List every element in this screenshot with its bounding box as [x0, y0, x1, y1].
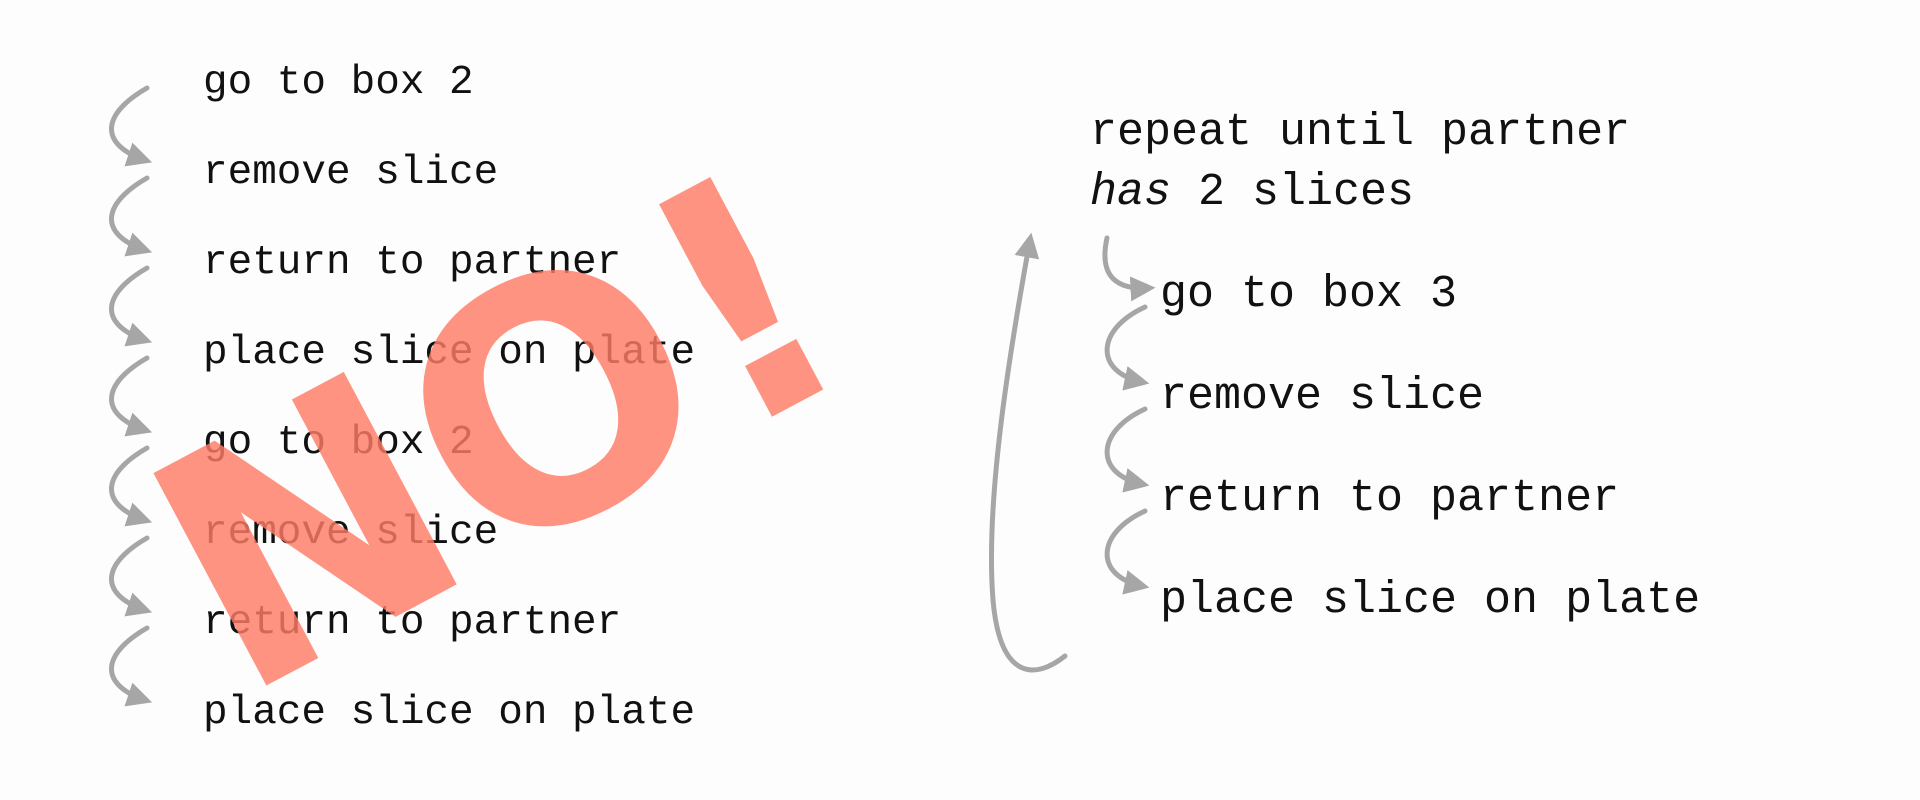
- repeat-condition-line-2: has 2 slices: [1090, 170, 1414, 215]
- curved-arrow-icon: [109, 175, 153, 257]
- curved-arrow-icon: [109, 535, 153, 617]
- curved-arrow-icon: [109, 355, 153, 437]
- left-step-8: place slice on plate: [203, 690, 696, 736]
- no-stamp: NO!: [96, 98, 901, 769]
- left-step-1: go to box 2: [203, 60, 474, 106]
- curved-arrow-icon: [1102, 235, 1156, 302]
- repeat-condition-line-1: repeat until partner: [1090, 107, 1631, 158]
- left-flow-arrows: [109, 85, 153, 707]
- repeat-suffix: 2 slices: [1171, 167, 1415, 218]
- left-step-4: place slice on plate: [203, 330, 696, 376]
- curved-arrow-icon: [109, 265, 153, 347]
- left-step-5: go to box 2: [203, 420, 474, 466]
- left-step-2: remove slice: [203, 150, 499, 196]
- repeat-emphasis: has: [1090, 167, 1172, 218]
- loop-step-2: remove slice: [1160, 371, 1485, 422]
- curved-arrow-icon: [109, 445, 153, 527]
- loop-step-4: place slice on plate: [1160, 575, 1701, 626]
- curved-arrow-icon: [109, 625, 153, 707]
- curved-arrow-icon: [1104, 508, 1150, 595]
- left-step-3: return to partner: [203, 240, 622, 286]
- loop-back-arrow-icon: [988, 232, 1068, 673]
- curved-arrow-icon: [109, 85, 153, 167]
- left-step-7: return to partner: [203, 600, 622, 646]
- loop-step-1: go to box 3: [1160, 269, 1458, 320]
- curved-arrow-icon: [1104, 406, 1150, 493]
- left-step-6: remove slice: [203, 510, 499, 556]
- loop-step-3: return to partner: [1160, 473, 1620, 524]
- curved-arrow-icon: [1104, 304, 1150, 391]
- loop-flow-arrows: [988, 232, 1156, 673]
